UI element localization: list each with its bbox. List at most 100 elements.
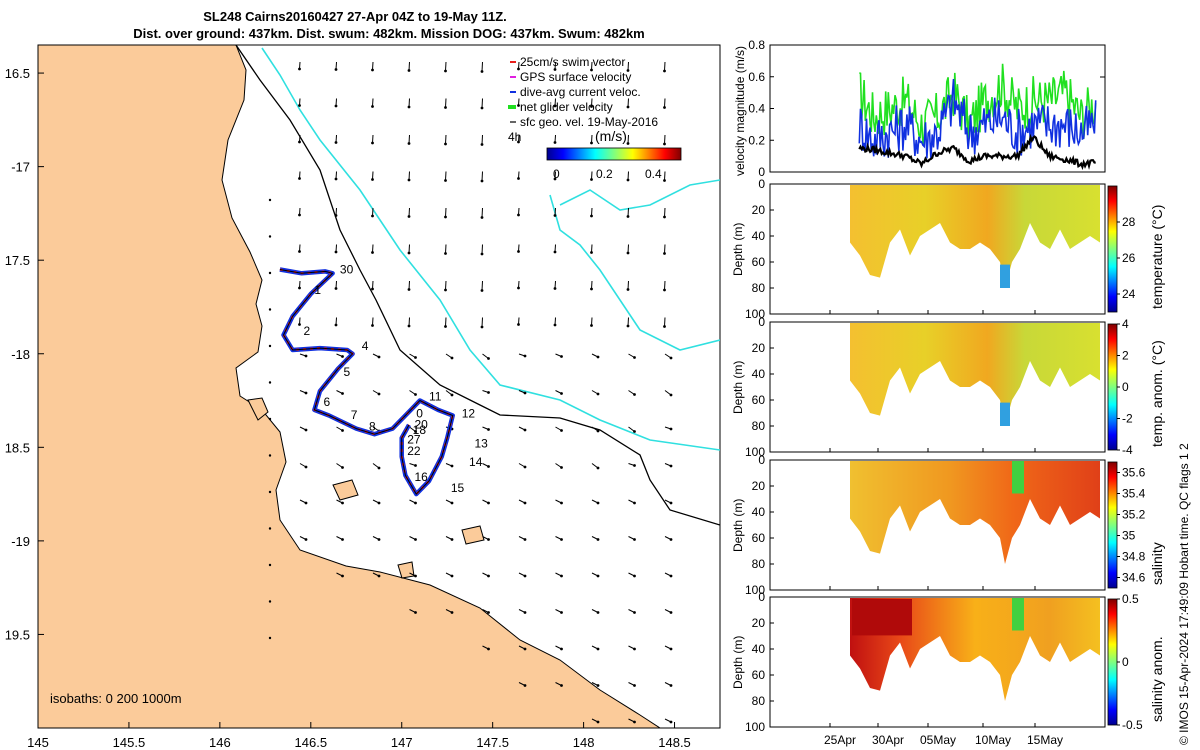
- current-vector-head: [480, 252, 484, 256]
- current-vector-head: [371, 178, 374, 181]
- current-vector: [664, 280, 666, 291]
- colorbar-tick-0: 0: [553, 167, 560, 181]
- current-vector-head: [444, 288, 447, 292]
- current-vector-head: [487, 538, 490, 541]
- current-vector-head: [663, 106, 666, 109]
- current-vector: [664, 207, 666, 218]
- current-vector-head: [523, 391, 527, 395]
- current-vector-head: [341, 355, 344, 358]
- current-vector-head: [487, 501, 490, 505]
- current-vector-head: [407, 288, 411, 291]
- section-feature: [1000, 264, 1010, 288]
- chart-title-line2: Dist. over ground: 437km. Dist. swum: 48…: [133, 26, 645, 41]
- current-vector-head: [560, 501, 563, 505]
- section-panel-salinity: 0 20 40 60 80 100 Depth (m) 34.6 34.8 35 35.2 35.4 3…: [731, 453, 1165, 597]
- section-ytick-label: 0: [758, 177, 765, 191]
- waypoint-label: 2: [304, 324, 311, 338]
- vector-scale-label: 4h: [508, 130, 521, 144]
- velocity-ylabel: velocity magnitude (m/s): [733, 46, 747, 176]
- current-vector-head: [517, 140, 520, 144]
- current-vector: [445, 244, 447, 254]
- legend-net: net glider velocity: [520, 100, 613, 114]
- current-vector-head: [669, 684, 673, 687]
- current-vector-head: [487, 574, 490, 578]
- current-vector-head: [298, 323, 301, 326]
- map-xtick-label: 148: [573, 735, 595, 750]
- map-xtick-label: 147: [391, 735, 413, 750]
- current-vector: [445, 98, 447, 108]
- current-vector-head: [633, 356, 636, 359]
- legend-dive: dive-avg current veloc.: [520, 85, 641, 99]
- current-vector-head: [560, 392, 563, 395]
- current-vector-head: [298, 67, 301, 71]
- current-vector: [627, 244, 629, 254]
- isobath-200m: [235, 45, 720, 526]
- map-legend: 25cm/s swim vector GPS surface velocity …: [508, 55, 682, 181]
- colorbar-tick-label: 4: [1122, 317, 1129, 331]
- current-vector-head: [523, 647, 527, 651]
- current-vector-head: [669, 647, 673, 651]
- map-xtick-label: 146.5: [295, 735, 328, 750]
- current-vector-head: [596, 392, 600, 396]
- current-vector-head: [626, 251, 630, 255]
- current-vector-head: [377, 466, 381, 470]
- colorbar-tick-label: 24: [1122, 287, 1136, 301]
- current-vector-head: [633, 720, 636, 724]
- current-vector-head: [590, 178, 593, 181]
- colorbar-tick-label: 35.4: [1122, 487, 1146, 501]
- current-vector-head: [407, 105, 411, 109]
- isobath-1000m-offshore: [549, 194, 720, 351]
- current-vector: [627, 207, 629, 217]
- current-vector-head: [304, 538, 308, 541]
- current-vector-head: [560, 355, 563, 358]
- current-vector-head: [633, 464, 636, 467]
- legend-swim: 25cm/s swim vector: [520, 55, 625, 69]
- current-vector-head: [268, 308, 272, 311]
- velocity-series-line: [858, 133, 1096, 171]
- current-vector: [627, 134, 629, 144]
- current-vector-head: [377, 538, 381, 541]
- date-tick-label: 15May: [1027, 733, 1063, 747]
- waypoint-label: 12: [462, 406, 476, 420]
- current-vector-head: [371, 141, 374, 145]
- colorbar-label: salinity anom.: [1149, 636, 1165, 722]
- current-vector-head: [626, 215, 630, 218]
- current-vector-head: [669, 356, 673, 360]
- current-vector: [481, 98, 483, 109]
- current-vector-head: [334, 104, 338, 108]
- current-vector-head: [407, 215, 411, 218]
- current-vector-head: [669, 427, 673, 431]
- current-vector: [481, 134, 483, 145]
- current-vector-head: [268, 600, 272, 603]
- current-vector-head: [669, 538, 673, 541]
- current-vector-head: [523, 501, 527, 505]
- island: [461, 525, 485, 545]
- current-vector-head: [590, 324, 593, 327]
- waypoint-label: 22: [407, 444, 421, 458]
- waypoint-label: 18: [413, 423, 427, 437]
- colorbar-tick-label: 34.6: [1122, 571, 1146, 585]
- current-vector-head: [304, 354, 308, 358]
- section-feature: [1000, 402, 1010, 426]
- current-vector-head: [523, 354, 527, 358]
- current-vector-head: [268, 417, 272, 421]
- section-ytick-label: 80: [752, 281, 766, 295]
- colorbar-tick-label: 28: [1122, 215, 1136, 229]
- section-field: [850, 185, 1100, 288]
- current-vector-head: [626, 288, 630, 291]
- current-vector-head: [523, 538, 527, 541]
- current-vector-head: [523, 428, 527, 432]
- island: [397, 561, 415, 579]
- current-vector: [445, 280, 447, 291]
- current-vector-head: [407, 69, 411, 72]
- section-ytick-label: 80: [752, 694, 766, 708]
- current-vector-head: [633, 393, 636, 396]
- waypoint-label: 7: [351, 408, 358, 422]
- map-ytick-label: -17: [11, 160, 30, 175]
- current-vector-head: [450, 501, 454, 505]
- velocity-series: [858, 63, 1097, 171]
- current-vector-head: [633, 501, 636, 505]
- velocity-ytick-label: 0.8: [748, 38, 765, 52]
- current-vector: [445, 207, 447, 218]
- current-vector-head: [596, 355, 600, 359]
